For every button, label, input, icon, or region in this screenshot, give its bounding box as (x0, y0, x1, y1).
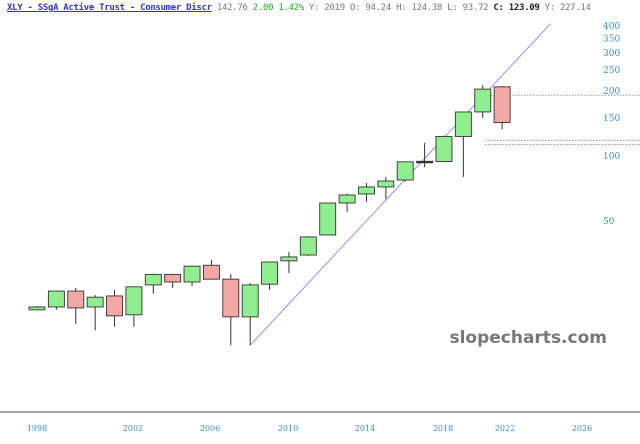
candle-2018 (416, 142, 434, 168)
candle-body (202, 264, 220, 280)
candle-2012 (299, 236, 317, 256)
candle-body (377, 180, 395, 188)
candle-1999 (47, 290, 65, 310)
y-tick-label: 100 (603, 152, 620, 162)
candle-2007 (202, 260, 220, 280)
candle-2016 (377, 176, 395, 200)
candle-body (280, 256, 298, 262)
candle-body (474, 88, 492, 113)
candle-body (28, 306, 46, 311)
candle-body (241, 284, 259, 318)
y-tick-label: 50 (603, 217, 615, 227)
candle-1998 (28, 306, 46, 311)
x-tick-label: 2010 (278, 424, 298, 433)
chart-header: XLY - SSgA Active Trust - Consumer Discr… (7, 3, 591, 13)
candle-body (493, 86, 511, 124)
candle-body (358, 186, 375, 195)
period-label: Y: 2019 (309, 3, 345, 13)
x-tick-label: 2022 (495, 424, 515, 433)
candle-2022 (493, 85, 511, 130)
candle-body (435, 136, 453, 163)
candle-body (222, 278, 240, 318)
candle-2008 (222, 274, 240, 346)
candle-body (454, 111, 472, 138)
x-tick-label: 2002 (123, 424, 143, 433)
x-tick-label: 2018 (433, 424, 453, 433)
low-value: L: 93.72 (447, 3, 489, 13)
candle-2010 (261, 261, 279, 290)
x-tick-label: 1998 (27, 424, 47, 433)
candle-2017 (396, 161, 414, 182)
candle-2006 (183, 265, 201, 287)
x-tick-label: 2006 (200, 424, 220, 433)
candle-2004 (144, 273, 162, 294)
candle-2005 (164, 273, 182, 288)
trendline (249, 23, 551, 346)
symbol-link[interactable]: XLY - SSgA Active Trust - Consumer Discr (7, 3, 212, 13)
y-tick-label: 350 (603, 34, 620, 44)
last-price: 142.76 (216, 3, 248, 13)
y-tick-label: 150 (603, 114, 620, 124)
y-tick-label: 250 (603, 66, 620, 76)
candle-2011 (280, 252, 298, 274)
close-value: 123.09 (508, 3, 540, 13)
open-value: O: 94.24 (350, 3, 391, 13)
candle-2009 (241, 283, 259, 346)
candle-body (319, 202, 337, 236)
candle-body (106, 295, 123, 317)
candle-2014 (338, 193, 356, 212)
candle-body (299, 236, 317, 256)
x-tick-label: 2026 (572, 424, 592, 433)
change-percent: 1.42% (278, 3, 304, 13)
candle-body (144, 273, 162, 286)
candle-2013 (319, 202, 337, 236)
candle-body (164, 273, 182, 283)
candle-2003 (125, 286, 143, 327)
candle-body (338, 194, 356, 204)
candle-body (261, 261, 279, 285)
candle-2019 (435, 135, 453, 163)
extra-value: Y: 227.14 (544, 3, 591, 13)
candle-2015 (358, 182, 375, 202)
candle-body (125, 286, 143, 316)
change-value: 2.00 (252, 3, 274, 13)
y-tick-label: 400 (603, 22, 620, 32)
candle-body (86, 296, 104, 308)
close-label: C: (493, 3, 504, 13)
candle-2000 (67, 287, 85, 324)
candle-2020 (454, 111, 472, 177)
candle-body (416, 160, 434, 164)
candle-2001 (86, 295, 104, 331)
candle-body (183, 265, 201, 283)
candle-body (67, 290, 85, 309)
candle-body (396, 161, 414, 181)
watermark: slopecharts.com (449, 328, 607, 348)
candle-2002 (106, 289, 123, 327)
x-tick-label: 2014 (355, 424, 375, 433)
candle-body (47, 290, 65, 308)
y-tick-label: 300 (603, 49, 620, 59)
y-tick-label: 200 (603, 87, 620, 97)
candle-2021 (474, 85, 492, 118)
high-value: H: 124.38 (396, 3, 443, 13)
